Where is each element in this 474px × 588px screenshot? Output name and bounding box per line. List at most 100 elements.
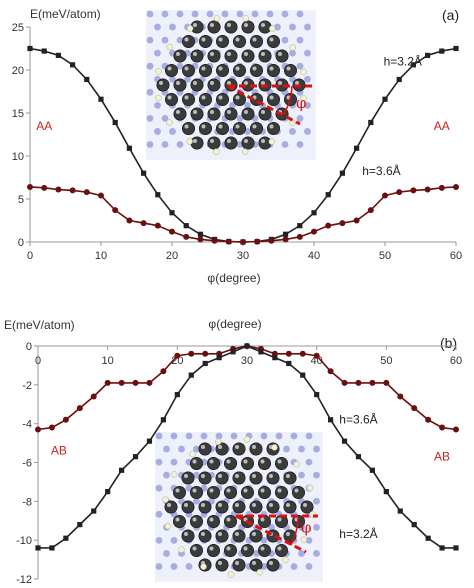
substrate-atom xyxy=(155,563,163,570)
carbon-atom-highlight xyxy=(261,81,265,85)
carbon-atom xyxy=(224,136,238,150)
data-point xyxy=(383,379,390,386)
carbon-atom-highlight xyxy=(303,503,307,507)
substrate-atom xyxy=(313,497,320,505)
data-point xyxy=(397,508,403,514)
carbon-atom-highlight xyxy=(193,81,197,85)
carbon-atom-highlight xyxy=(193,139,197,143)
carbon-atom-highlight xyxy=(210,110,214,114)
substrate-atom xyxy=(163,550,170,557)
panel-a-ylabel: E(meV/atom) xyxy=(30,7,101,21)
data-point xyxy=(354,145,360,151)
carbon-atom xyxy=(216,64,230,78)
y-tick-label: 0 xyxy=(26,341,32,353)
panel-a-chart: E(meV/atom) (a) φ(degree) 0 5 10 15 20 25 0 10 2… xyxy=(12,7,462,285)
panel-b-annotations: AB AB h=3.6Å h=3.2Å φ xyxy=(51,412,450,542)
data-point xyxy=(244,343,250,349)
carbon-atom-highlight xyxy=(167,95,172,100)
carbon-atom-highlight xyxy=(175,488,180,493)
substrate-atom xyxy=(290,432,298,440)
panel-b-structure-inset xyxy=(155,432,323,582)
carbon-atom xyxy=(215,558,229,572)
carbon-atom xyxy=(190,49,204,63)
carbon-atom xyxy=(266,122,280,136)
carbon-atom-highlight xyxy=(201,445,205,449)
substrate-atom xyxy=(305,458,313,466)
data-point xyxy=(174,352,181,359)
carbon-atom xyxy=(165,93,179,107)
carbon-atom-highlight xyxy=(252,503,256,507)
carbon-atom-highlight xyxy=(235,532,239,536)
data-point xyxy=(230,349,236,355)
data-point xyxy=(453,45,459,52)
carbon-atom xyxy=(173,78,187,92)
data-point xyxy=(132,454,139,460)
substrate-atom xyxy=(304,101,311,109)
substrate-atom xyxy=(161,115,169,122)
carbon-atom xyxy=(250,34,264,48)
carbon-atom xyxy=(283,64,297,78)
carbon-atom-highlight xyxy=(261,110,265,114)
data-point xyxy=(84,76,90,83)
carbon-atom-highlight xyxy=(184,37,189,42)
hydrogen-atom xyxy=(214,438,222,446)
annotation-label: AA xyxy=(36,119,52,133)
carbon-atom xyxy=(156,78,170,92)
carbon-atom-highlight xyxy=(269,124,274,129)
data-point xyxy=(424,186,431,193)
substrate-atom xyxy=(185,432,193,440)
hydrogen-atom xyxy=(300,95,307,102)
carbon-atom xyxy=(207,485,221,499)
carbon-atom-highlight xyxy=(192,459,197,464)
data-point xyxy=(296,233,303,240)
carbon-atom xyxy=(233,64,247,78)
carbon-atom xyxy=(241,49,255,63)
data-point xyxy=(425,416,432,423)
data-point xyxy=(126,217,133,224)
substrate-atom xyxy=(155,484,163,492)
substrate-atom xyxy=(289,23,296,31)
carbon-atom-highlight xyxy=(209,459,214,464)
data-point xyxy=(438,184,445,191)
data-point xyxy=(146,379,153,386)
data-point xyxy=(188,372,194,378)
hydrogen-atom xyxy=(300,536,308,543)
substrate-atom xyxy=(275,432,283,440)
hydrogen-atom xyxy=(178,546,185,553)
substrate-atom xyxy=(178,445,185,453)
substrate-atom xyxy=(154,101,161,109)
carbon-atom-highlight xyxy=(244,23,248,27)
hydrogen-atom xyxy=(289,119,296,127)
carbon-atom-highlight xyxy=(226,459,231,464)
substrate-atom xyxy=(313,445,320,453)
carbon-atom xyxy=(241,543,255,557)
substrate-atom xyxy=(146,115,154,122)
carbon-atom-highlight xyxy=(243,459,248,464)
carbon-atom-highlight xyxy=(269,66,274,71)
carbon-atom-highlight xyxy=(260,488,265,493)
data-point xyxy=(382,192,388,199)
panel-b-tick-labels: 0-2-4-6-8-10-120 10 20 30 40 50 60 xyxy=(16,341,462,586)
substrate-atom xyxy=(304,49,311,57)
carbon-atom xyxy=(181,471,195,485)
substrate-atom xyxy=(185,563,193,570)
carbon-atom xyxy=(249,442,263,456)
y-tick-label: -10 xyxy=(16,535,32,547)
substrate-atom xyxy=(193,497,200,505)
data-point xyxy=(155,192,161,198)
carbon-atom-highlight xyxy=(184,124,189,129)
substrate-atom xyxy=(206,10,214,18)
carbon-atom xyxy=(232,471,246,485)
data-point xyxy=(27,183,33,190)
carbon-atom-highlight xyxy=(201,37,206,42)
data-point xyxy=(225,238,232,245)
data-point xyxy=(453,545,459,551)
carbon-atom xyxy=(190,78,204,92)
carbon-atom-highlight xyxy=(176,52,180,56)
data-point xyxy=(240,239,246,245)
x-tick-label: 0 xyxy=(35,355,41,367)
panel-b-xlabel: φ(degree) xyxy=(208,317,261,331)
carbon-atom-highlight xyxy=(235,37,240,42)
carbon-atom xyxy=(257,485,271,499)
carbon-atom xyxy=(173,49,187,63)
